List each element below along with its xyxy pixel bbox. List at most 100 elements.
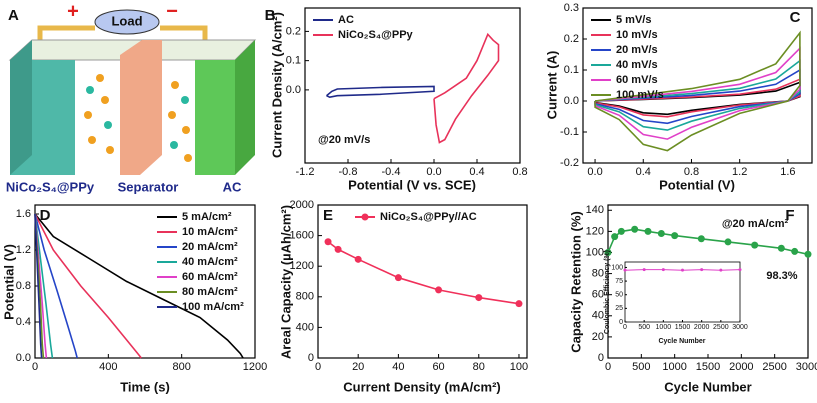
x-tick-label: 400 — [99, 361, 117, 373]
x-tick-label: 2000 — [729, 361, 753, 373]
y-tick-label: 0.8 — [16, 280, 31, 292]
x-tick-label: 0 — [32, 361, 38, 373]
x-axis-label: Potential (V vs. SCE) — [348, 177, 476, 192]
data-point — [777, 244, 785, 252]
data-point — [791, 247, 799, 255]
x-axis-label: Cycle Number — [664, 379, 751, 394]
legend-label: 40 mA/cm² — [182, 256, 238, 268]
y-axis-label: Areal Capacity (µAh/cm²) — [278, 205, 293, 359]
data-point — [681, 268, 684, 272]
series-line — [34, 213, 142, 359]
legend-label: 60 mA/cm² — [182, 271, 238, 283]
y-tick-label: 0.2 — [286, 25, 301, 37]
x-tick-label: 3000 — [732, 324, 748, 331]
y-tick-label: 0.1 — [286, 55, 301, 67]
x-tick-label: 80 — [473, 361, 485, 373]
separator — [120, 40, 162, 175]
x-tick-label: -0.4 — [382, 166, 401, 178]
x-tick-label: 20 — [352, 361, 364, 373]
y-tick-label: 0.0 — [16, 352, 31, 364]
x-tick-label: 1500 — [675, 324, 691, 331]
series-line — [34, 213, 54, 359]
data-point — [631, 225, 639, 233]
plot-frame — [582, 7, 813, 164]
y-axis-label: Capacity Retention (%) — [568, 211, 583, 353]
legend-label: 5 mA/cm² — [182, 211, 232, 223]
y-tick-label: 75 — [615, 278, 623, 285]
x-tick-label: 100 — [510, 361, 528, 373]
legend-marker — [361, 213, 369, 221]
y-tick-label: 20 — [592, 331, 604, 343]
load-shape — [94, 9, 160, 35]
data-point — [724, 238, 732, 246]
x-axis-label: Cycle Number — [658, 338, 705, 345]
y-tick-label: 0.4 — [16, 316, 31, 328]
y-tick-label: 0 — [308, 352, 314, 364]
panel-label: D — [40, 207, 51, 224]
legend-label: 10 mA/cm² — [182, 226, 238, 238]
panel-label: C — [790, 9, 801, 26]
data-point — [611, 233, 619, 241]
y-tick-label: 800 — [296, 291, 314, 303]
x-tick-label: -1.2 — [296, 166, 315, 178]
plot-frame — [304, 7, 521, 164]
y-axis-label: Current (A) — [544, 51, 559, 120]
middle-label: Separator — [118, 179, 179, 194]
y-tick-label: 0.0 — [564, 95, 579, 107]
panel-label: E — [323, 207, 333, 224]
y-tick-label: 0.2 — [564, 33, 579, 45]
x-axis-label: Time (s) — [120, 379, 170, 394]
x-tick-label: 0.0 — [587, 166, 602, 178]
x-axis-label: Potential (V) — [659, 177, 735, 192]
y-tick-label: 100 — [586, 246, 604, 258]
x-tick-label: 0.8 — [512, 166, 527, 178]
x-tick-label: 1.2 — [732, 166, 747, 178]
legend-label: 80 mA/cm² — [182, 286, 238, 298]
y-tick-label: 2000 — [290, 199, 314, 211]
data-point — [354, 255, 362, 263]
data-point — [475, 294, 483, 302]
y-axis-label: Coulombic Efficiency (%) — [604, 250, 611, 334]
data-point — [719, 268, 723, 272]
ions — [84, 74, 192, 162]
data-point — [604, 248, 612, 256]
x-tick-label: 1500 — [696, 361, 720, 373]
legend-label: NiCo₂S₄@PPy — [338, 29, 414, 41]
load-text: Load — [111, 13, 142, 28]
x-tick-label: 500 — [632, 361, 650, 373]
x-tick-label: 1.6 — [780, 166, 795, 178]
minus-sign: − — [166, 0, 178, 22]
x-tick-label: 60 — [432, 361, 444, 373]
x-tick-label: 0 — [623, 324, 627, 331]
y-tick-label: 25 — [615, 305, 623, 312]
annotation: 98.3% — [766, 270, 797, 282]
series-line — [433, 32, 500, 144]
x-tick-label: 2000 — [694, 324, 710, 331]
x-tick-label: 1000 — [656, 324, 672, 331]
y-tick-label: 60 — [592, 289, 604, 301]
x-tick-label: 0.4 — [636, 166, 651, 178]
x-tick-label: 3000 — [796, 361, 817, 373]
x-tick-label: 800 — [172, 361, 190, 373]
legend-label: AC — [338, 14, 354, 26]
x-tick-label: 1200 — [243, 361, 267, 373]
data-point — [623, 268, 627, 272]
y-tick-label: 80 — [592, 267, 604, 279]
data-point — [642, 268, 646, 272]
x-tick-label: 2500 — [713, 324, 729, 331]
legend-label: 60 mV/s — [616, 74, 658, 86]
y-tick-label: 50 — [615, 292, 623, 299]
y-tick-label: 0.0 — [286, 84, 301, 96]
x-tick-label: 2500 — [762, 361, 786, 373]
y-tick-label: -0.1 — [560, 126, 579, 138]
data-point — [738, 268, 742, 272]
series-line — [594, 30, 801, 152]
panel-label: F — [785, 207, 794, 224]
series-line — [325, 85, 435, 99]
legend-label: 40 mV/s — [616, 59, 658, 71]
data-point — [700, 268, 704, 272]
y-tick-label: 400 — [296, 321, 314, 333]
data-point — [661, 268, 665, 272]
legend-label: 10 mV/s — [616, 29, 658, 41]
